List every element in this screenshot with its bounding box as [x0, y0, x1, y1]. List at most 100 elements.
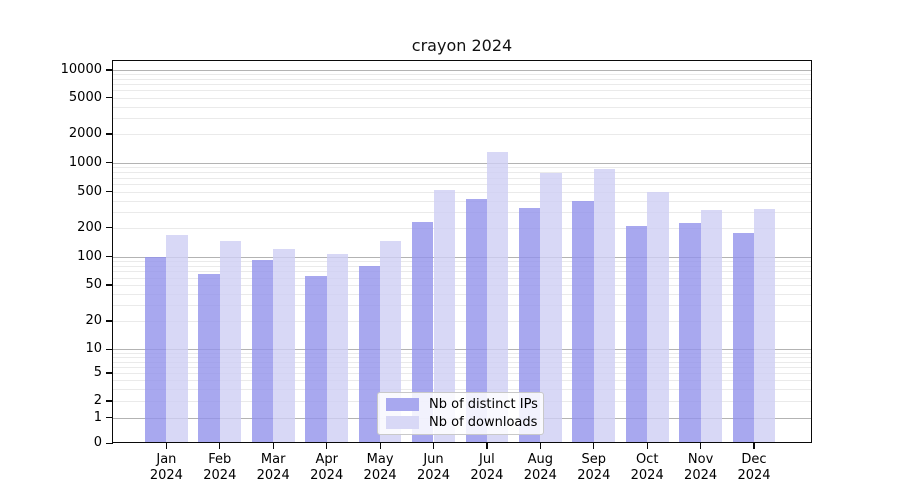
y-tick — [106, 256, 113, 258]
bar-downloads-9 — [593, 169, 616, 444]
y-gridline-minor — [113, 361, 812, 363]
y-tick — [106, 191, 113, 193]
x-tick-label: Feb 2024 — [178, 452, 262, 483]
x-tick — [432, 443, 435, 450]
bar-downloads-8 — [540, 172, 562, 444]
y-tick-label: 200 — [77, 219, 102, 235]
y-gridline-minor — [113, 117, 812, 119]
y-tick — [106, 348, 113, 350]
x-tick-label: Jul 2024 — [445, 452, 529, 483]
legend-swatch-downloads — [386, 415, 419, 429]
y-gridline-minor — [113, 78, 812, 80]
x-tick-label-year: 2024 — [310, 467, 344, 483]
legend-label-distinct-ips: Nb of distinct IPs — [429, 397, 538, 413]
x-tick-label: Jan 2024 — [124, 452, 208, 483]
y-gridline-minor — [113, 265, 812, 267]
y-gridline-minor — [113, 200, 812, 202]
x-tick-label-month: Mar — [260, 452, 286, 467]
x-tick — [486, 443, 488, 450]
x-tick-label-month: Sep — [581, 452, 607, 467]
y-tick — [106, 227, 113, 229]
x-tick — [219, 443, 221, 450]
y-gridline-minor — [113, 106, 812, 108]
y-tick-label: 1 — [93, 409, 102, 425]
y-tick-label: 0 — [93, 435, 102, 451]
x-tick-label-year: 2024 — [149, 467, 183, 483]
x-tick-label: Nov 2024 — [659, 452, 743, 483]
y-tick — [106, 442, 113, 444]
x-tick-label-year: 2024 — [416, 467, 451, 483]
y-gridline-minor — [113, 227, 812, 229]
x-tick-label-month: Jun — [423, 452, 444, 467]
legend-label-downloads: Nb of downloads — [429, 414, 538, 430]
x-tick-label-year: 2024 — [577, 467, 611, 483]
y-gridline-minor — [113, 172, 812, 173]
y-gridline-minor — [113, 97, 812, 99]
x-tick — [753, 443, 755, 450]
y-gridline-major — [113, 256, 812, 258]
x-tick-label-month: Feb — [208, 452, 232, 467]
bar-downloads-12 — [754, 209, 776, 444]
x-tick-label-year: 2024 — [630, 467, 664, 483]
x-tick — [539, 443, 541, 450]
y-gridline-minor — [113, 184, 812, 186]
bar-distinct-ips-7 — [465, 199, 487, 444]
x-tick-label-month: Jul — [479, 452, 495, 467]
y-tick — [106, 133, 113, 135]
x-tick-label-year: 2024 — [737, 467, 771, 483]
y-tick — [106, 97, 113, 99]
y-tick — [106, 320, 113, 322]
bar-distinct-ips-6 — [412, 222, 434, 444]
x-tick-label: Aug 2024 — [498, 452, 582, 483]
y-tick-label: 1000 — [68, 154, 102, 170]
y-gridline-minor — [113, 379, 812, 381]
chart-title: crayon 2024 — [411, 36, 513, 55]
y-gridline-minor — [113, 167, 812, 169]
x-tick — [646, 443, 648, 450]
y-gridline-major — [113, 70, 812, 71]
x-tick — [272, 443, 274, 450]
y-gridline-minor — [113, 90, 812, 92]
legend-swatch-distinct-ips — [386, 398, 419, 412]
y-gridline-minor — [113, 84, 812, 86]
y-gridline-minor — [113, 352, 812, 354]
x-tick-label: Mar 2024 — [231, 452, 315, 483]
y-tick-label: 500 — [77, 183, 102, 199]
y-gridline-minor — [113, 211, 812, 213]
y-tick-label: 5 — [93, 365, 102, 380]
x-tick-label-month: Apr — [315, 452, 338, 467]
y-gridline-minor — [113, 277, 812, 279]
y-tick — [106, 162, 113, 164]
x-tick-label-year: 2024 — [256, 467, 290, 483]
legend: Nb of distinct IPs Nb of downloads — [377, 392, 544, 435]
x-tick-label-month: Jan — [156, 452, 177, 467]
x-tick-label-month: Dec — [741, 452, 767, 467]
x-tick-label: Apr 2024 — [285, 452, 369, 483]
x-tick — [326, 443, 328, 450]
y-tick-label: 50 — [85, 277, 102, 292]
x-tick-label-month: May — [366, 452, 394, 467]
x-tick-label-month: Oct — [635, 452, 659, 467]
legend-row-downloads: Nb of downloads — [378, 415, 543, 430]
y-tick-label: 10 — [85, 341, 102, 357]
y-gridline-minor — [113, 177, 812, 179]
bar-downloads-7 — [486, 151, 509, 444]
bar-downloads-10 — [647, 191, 669, 444]
x-tick-label-year: 2024 — [363, 467, 397, 483]
bar-distinct-ips-8 — [518, 208, 541, 444]
y-gridline-minor — [113, 74, 812, 76]
x-tick-label-month: Aug — [527, 452, 553, 467]
x-tick-label-year: 2024 — [684, 467, 718, 483]
bar-distinct-ips-10 — [625, 225, 648, 444]
y-gridline-major — [113, 349, 812, 351]
y-tick-label: 5000 — [68, 89, 102, 105]
bar-distinct-ips-9 — [572, 201, 594, 444]
y-gridline-minor — [113, 285, 812, 286]
x-tick-label-year: 2024 — [203, 467, 237, 483]
bar-downloads-2 — [219, 241, 242, 444]
x-tick — [700, 443, 702, 450]
y-tick-label: 2 — [93, 392, 102, 408]
x-tick-label: Sep 2024 — [552, 452, 636, 483]
y-gridline-minor — [113, 321, 812, 322]
